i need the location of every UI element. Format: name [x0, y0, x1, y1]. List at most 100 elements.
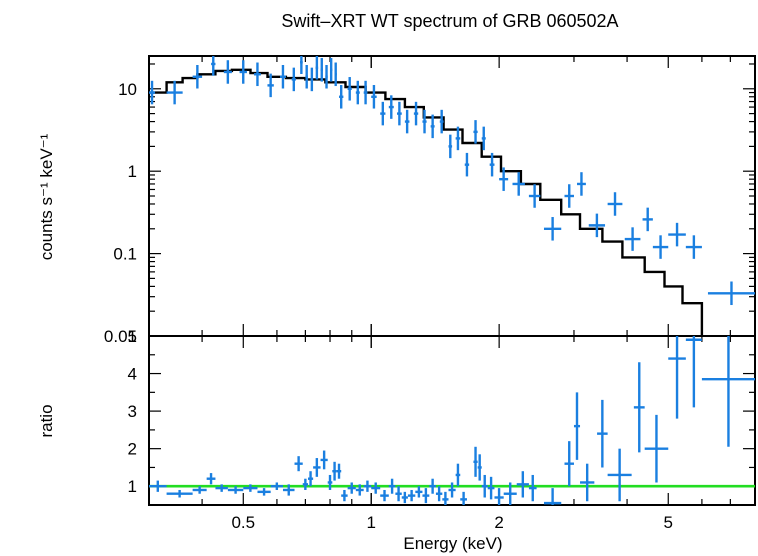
ratio-point: [294, 456, 303, 472]
ratio-point: [302, 478, 308, 490]
x-axis-label: Energy (keV): [403, 534, 502, 553]
data-point: [404, 109, 410, 134]
ratio-point: [371, 482, 381, 494]
ratio-point: [313, 458, 321, 477]
ratio-point: [415, 486, 423, 498]
y-tick-label-ratio: 1: [128, 477, 137, 496]
ratio-point: [597, 399, 608, 468]
data-point: [685, 235, 702, 259]
data-point: [291, 67, 296, 92]
ratio-point: [633, 362, 645, 453]
data-point: [192, 64, 203, 89]
y-tick-label-spectrum: 1: [128, 162, 137, 181]
data-point: [499, 167, 509, 191]
data-point: [624, 227, 641, 251]
data-point: [528, 184, 541, 208]
ratio-point: [481, 474, 488, 498]
y-tick-label-ratio: 2: [128, 440, 137, 459]
data-point: [310, 67, 314, 92]
ratio-point: [487, 476, 495, 500]
ratio-point: [455, 463, 461, 487]
data-point: [239, 60, 247, 84]
ratio-point: [580, 463, 595, 502]
data-point: [363, 80, 368, 105]
ratio-point: [395, 486, 402, 502]
data-point: [339, 85, 344, 109]
ratio-point: [516, 471, 529, 498]
ratio-point: [701, 336, 755, 447]
data-point: [334, 62, 337, 87]
data-point: [347, 77, 352, 101]
ratio-point: [215, 484, 228, 492]
data-point: [267, 73, 274, 98]
data-point: [455, 126, 461, 151]
ratio-point: [401, 491, 408, 504]
y-tick-label-spectrum: 0.01: [104, 327, 137, 346]
ratio-point: [347, 482, 356, 494]
ratio-point: [166, 489, 193, 498]
ratio-point: [243, 484, 258, 492]
data-point: [448, 134, 453, 159]
ratio-point: [460, 491, 467, 505]
data-point: [355, 80, 360, 105]
ratio-point: [380, 489, 389, 502]
ratio-point: [332, 461, 337, 481]
ratio-point: [477, 454, 482, 481]
data-point: [371, 85, 377, 109]
plot-frame-spectrum: [148, 55, 756, 337]
data-point: [564, 184, 574, 208]
data-point: [422, 109, 427, 134]
data-point: [668, 222, 686, 247]
data-point: [481, 126, 486, 151]
data-point: [397, 101, 402, 126]
ratio-point: [644, 414, 669, 483]
data-point: [439, 109, 444, 134]
data-point: [329, 58, 333, 82]
ratio-point: [494, 488, 504, 505]
ratio-point: [543, 488, 562, 505]
ratio-point: [407, 489, 416, 502]
data-point: [388, 95, 394, 119]
ratio-point: [422, 488, 430, 504]
x-tick-label: 2: [494, 513, 503, 532]
data-point: [211, 56, 216, 76]
ratio-point: [206, 473, 216, 485]
data-point: [543, 217, 562, 241]
data-point: [166, 80, 183, 105]
ratio-point: [607, 448, 632, 502]
data-point: [473, 120, 478, 144]
y-tick-label-spectrum: 10: [118, 80, 137, 99]
ratio-point: [282, 484, 295, 496]
data-point: [652, 235, 669, 259]
ratio-point: [528, 474, 537, 502]
y-tick-label-ratio: 3: [128, 402, 137, 421]
data-point: [642, 207, 653, 232]
data-point: [489, 152, 495, 177]
ratio-point: [473, 446, 478, 477]
ratio-point: [307, 471, 314, 487]
ratio-point: [270, 482, 283, 490]
ratio-point: [668, 336, 686, 419]
ratio-point: [336, 463, 342, 479]
data-point: [413, 101, 419, 126]
data-point: [380, 101, 386, 126]
data-point: [223, 60, 232, 84]
ratio-point: [363, 480, 372, 492]
ratio-point: [685, 336, 702, 408]
ratio-point: [355, 484, 364, 496]
data-point: [315, 56, 319, 80]
ratio-point: [435, 486, 443, 502]
data-point: [512, 172, 525, 196]
spectrum-panel: 0.01 0.1 1 10: [104, 55, 756, 346]
ratio-panel: 0.5 1 2 5 1 2 3 4 5: [128, 327, 756, 532]
ratio-point: [388, 478, 396, 494]
data-point: [305, 64, 308, 89]
ratio-point: [192, 486, 207, 494]
ratio-point: [341, 489, 348, 502]
data-point: [588, 213, 606, 238]
x-tick-label: 5: [664, 513, 673, 532]
chart-title: Swift–XRT WT spectrum of GRB 060502A: [281, 11, 618, 31]
ratio-point: [564, 441, 574, 487]
ratio-point: [442, 491, 449, 505]
